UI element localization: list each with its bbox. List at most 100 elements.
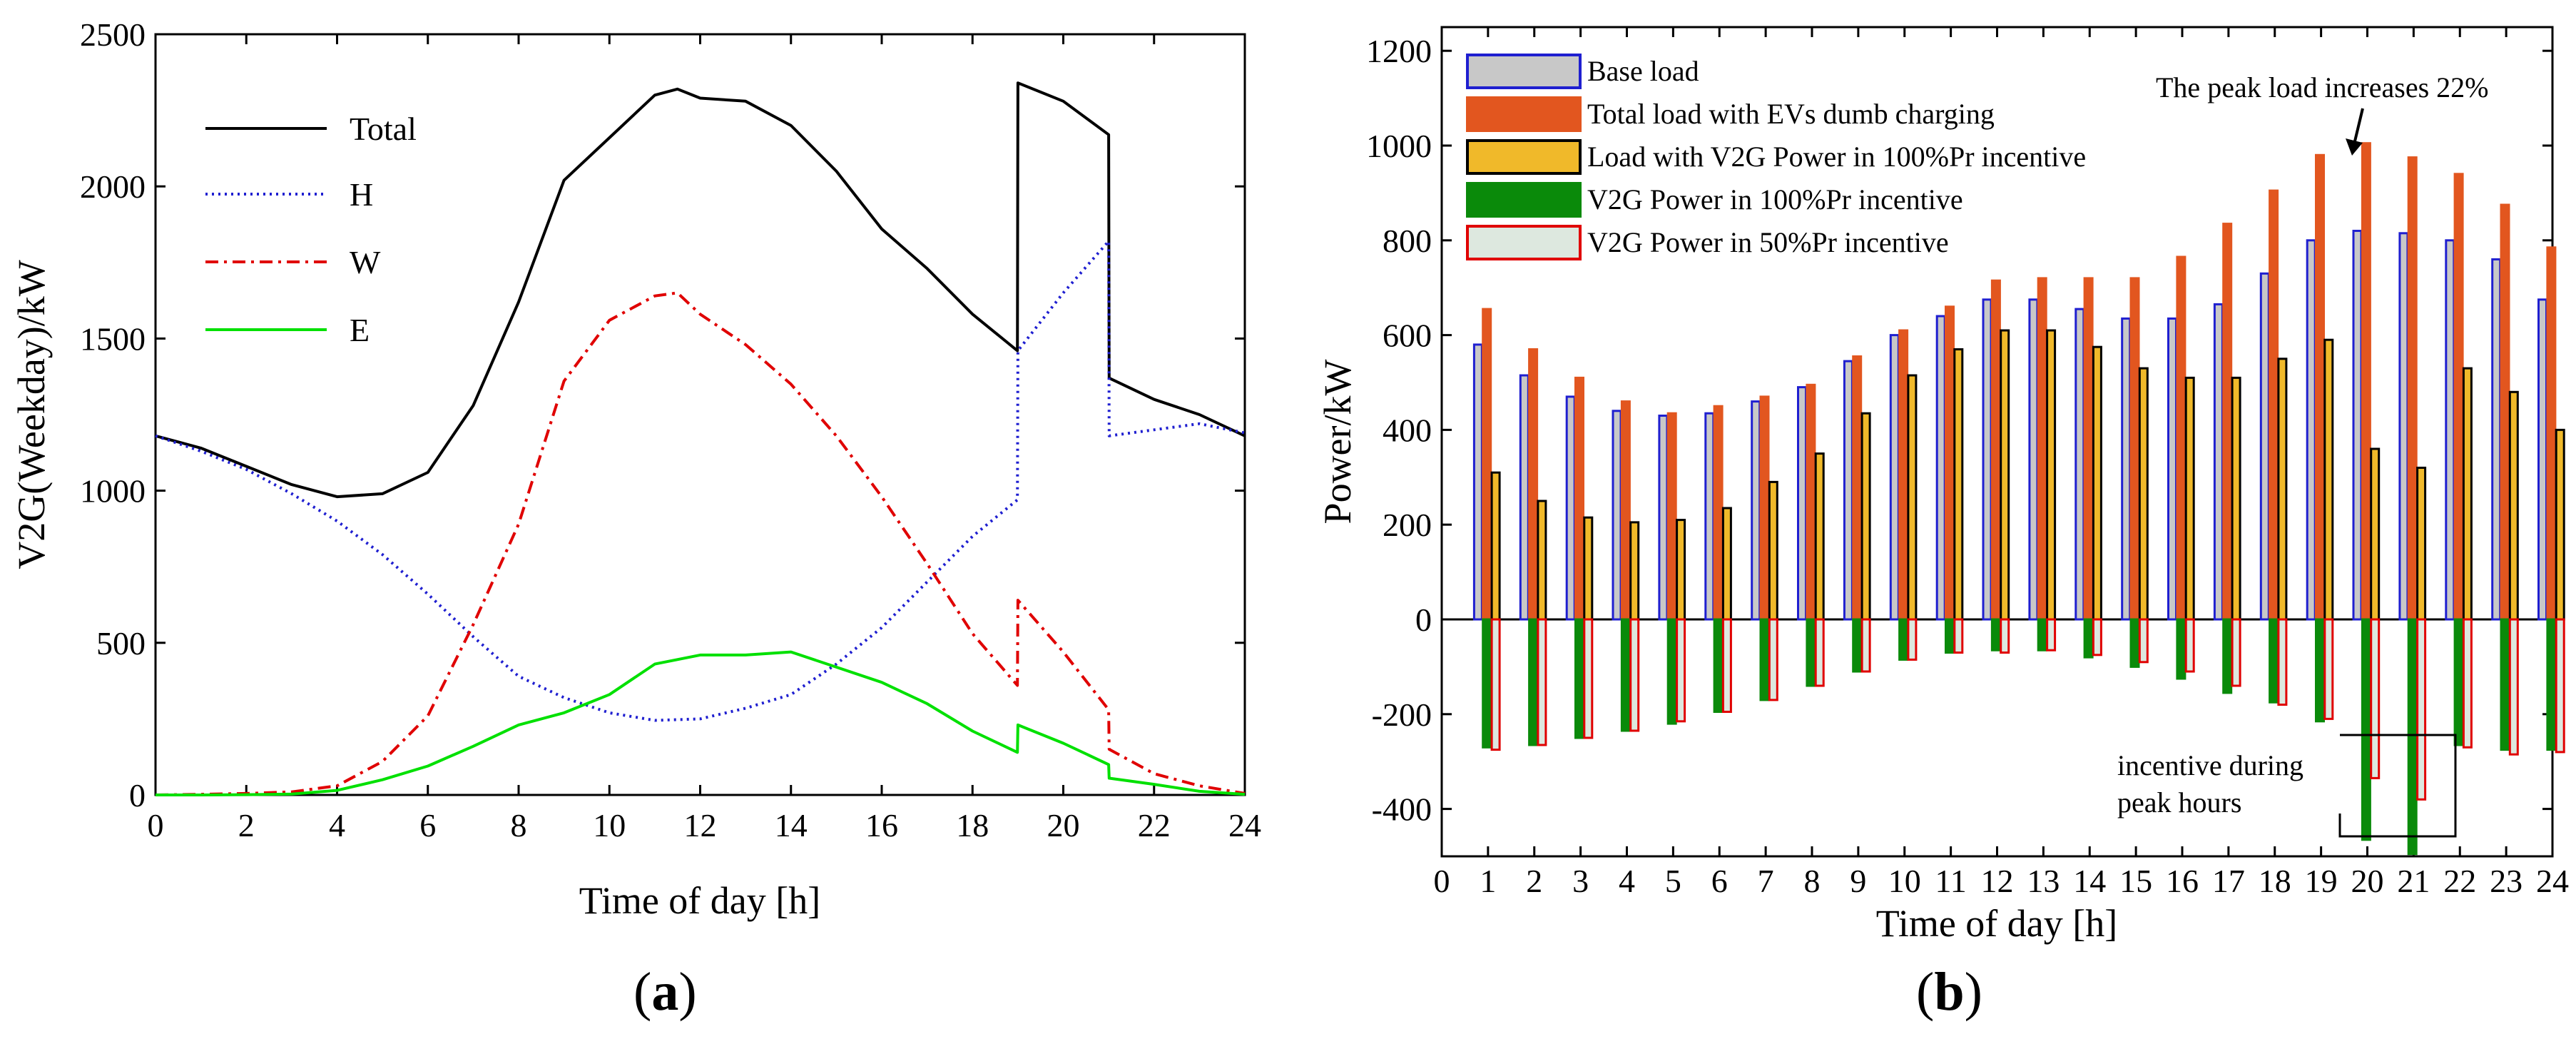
bar-dumb-charging — [1528, 348, 1539, 621]
chart-b-ytick-label: 600 — [1383, 318, 1432, 354]
series-line-h — [155, 240, 1246, 722]
bar-dumb-charging — [1806, 383, 1816, 621]
bar-base-load — [2259, 272, 2270, 621]
series-line-e — [156, 650, 1246, 796]
bar-v2g-load-100 — [1490, 471, 1501, 621]
chart-b-xtick-label: 9 — [1850, 863, 1866, 899]
bar-v2g-power-100 — [1528, 618, 1539, 746]
bar-v2g-power-50 — [2277, 618, 2288, 706]
chart-b-xtick-label: 8 — [1804, 863, 1821, 899]
bar-v2g-power-50 — [2092, 618, 2102, 657]
bar-v2g-load-100 — [2000, 329, 2010, 621]
bar-base-load — [2121, 317, 2132, 621]
bar-v2g-power-50 — [2370, 618, 2381, 779]
bar-v2g-load-100 — [2092, 345, 2102, 621]
bar-v2g-power-50 — [2000, 618, 2010, 654]
legend-base-label: Base load — [1587, 55, 1699, 87]
bar-v2g-power-100 — [2315, 618, 2325, 723]
bar-v2g-power-50 — [1860, 618, 1871, 673]
legend-e-label: E — [350, 312, 370, 348]
bar-v2g-power-50 — [1907, 618, 1918, 661]
chart-a-ytick-label: 500 — [96, 625, 146, 662]
bar-v2g-power-50 — [2138, 618, 2149, 664]
bar-v2g-power-100 — [1852, 618, 1863, 673]
chart-b-xtick-label: 0 — [1434, 863, 1450, 899]
bar-v2g-power-100 — [2037, 618, 2047, 652]
annotation-bracket — [2338, 734, 2457, 838]
chart-b-ytick-label: 200 — [1383, 507, 1432, 543]
bar-v2g-power-100 — [2269, 618, 2279, 704]
bar-v2g-load-100 — [2046, 329, 2057, 621]
bar-v2g-load-100 — [1583, 516, 1594, 621]
bar-base-load — [2167, 317, 2177, 621]
chart-a-xtick-label: 4 — [329, 807, 345, 843]
bar-base-load — [1843, 360, 1853, 621]
bar-dumb-charging — [1990, 279, 2001, 621]
bar-base-load — [2306, 239, 2316, 621]
legend-base-swatch — [1466, 54, 1582, 89]
chart-b-xtick-label: 12 — [1981, 863, 2014, 899]
chart-a-legend: Total H W E — [205, 111, 417, 348]
chart-b-xtick-label: 22 — [2443, 863, 2476, 899]
chart-b-xtick-label: 11 — [1935, 863, 1966, 899]
bar-v2g-power-100 — [1482, 618, 1492, 749]
annotation-incentive-line2: peak hours — [2117, 786, 2241, 818]
chart-b-ytick-label: 400 — [1383, 412, 1432, 448]
chart-b-xlabel: Time of day [h] — [1876, 902, 2117, 945]
bar-v2g-power-50 — [1490, 618, 1501, 751]
bar-v2g-power-50 — [2046, 618, 2057, 652]
chart-b-xtick-label: 14 — [2073, 863, 2106, 899]
bar-base-load — [2445, 239, 2455, 621]
chart-b-ylabel: Power/kW — [1316, 359, 1359, 524]
bar-v2g-power-50 — [2231, 618, 2241, 687]
bar-v2g-power-100 — [1666, 618, 1677, 725]
legend-v2g100-swatch — [1466, 182, 1582, 218]
chart-a-xtick-label: 18 — [956, 807, 989, 843]
bar-dumb-charging — [1482, 308, 1492, 621]
chart-a-plot-frame — [154, 33, 1246, 796]
bar-base-load — [1889, 334, 1900, 621]
annotation-arrow — [2346, 108, 2364, 156]
bar-v2g-load-100 — [1953, 348, 1964, 621]
chart-b-ytick-label: 1000 — [1366, 128, 1432, 164]
bar-base-load — [1658, 415, 1669, 621]
chart-b: 0 1 2 3 4 5 6 7 8 9 10 11 12 13 14 15 16 17 18 19 20 21 22 23 24… — [1316, 26, 2569, 1022]
chart-a-xlabel: Time of day [h] — [579, 879, 820, 922]
chart-b-xtick-label: 4 — [1619, 863, 1635, 899]
chart-b-xtick-label: 6 — [1711, 863, 1728, 899]
annotation-peak-increase: The peak load increases 22% — [2156, 71, 2488, 103]
bar-v2g-load-100 — [2323, 338, 2334, 621]
bar-v2g-power-100 — [1990, 618, 2001, 652]
bar-base-load — [2028, 298, 2039, 621]
bar-v2g-power-50 — [1583, 618, 1594, 739]
bar-base-load — [1704, 412, 1715, 621]
bar-v2g-power-50 — [1953, 618, 1964, 654]
bar-v2g-power-100 — [1620, 618, 1631, 732]
chart-a-xtick-label: 2 — [238, 807, 255, 843]
bar-dumb-charging — [2176, 255, 2186, 621]
bar-dumb-charging — [2546, 246, 2557, 621]
bar-v2g-load-100 — [2138, 367, 2149, 621]
bar-base-load — [2491, 258, 2502, 621]
chart-a-lines — [155, 81, 1246, 796]
bar-v2g-power-50 — [2416, 618, 2427, 801]
bar-base-load — [2537, 298, 2547, 621]
chart-a-xtick-label: 14 — [775, 807, 808, 843]
bar-dumb-charging — [2083, 277, 2094, 621]
bar-v2g-power-50 — [1721, 618, 1732, 713]
bar-v2g-power-100 — [2176, 618, 2186, 680]
bar-v2g-power-100 — [2453, 618, 2464, 746]
series-line-w — [155, 291, 1246, 796]
chart-b-xtick-label: 3 — [1572, 863, 1589, 899]
bar-v2g-power-100 — [2546, 618, 2557, 751]
bar-v2g-load-100 — [1721, 507, 1732, 621]
bar-v2g-power-100 — [2407, 618, 2418, 856]
bar-dumb-charging — [1945, 305, 1955, 621]
bar-v2g-power-50 — [1676, 618, 1686, 723]
bar-v2g-power-100 — [1574, 618, 1584, 739]
chart-a-xtick-label: 20 — [1047, 807, 1080, 843]
bar-v2g-load-100 — [2184, 376, 2195, 621]
chart-a-ytick-label: 2500 — [80, 16, 146, 53]
bar-v2g-power-50 — [2508, 618, 2519, 756]
